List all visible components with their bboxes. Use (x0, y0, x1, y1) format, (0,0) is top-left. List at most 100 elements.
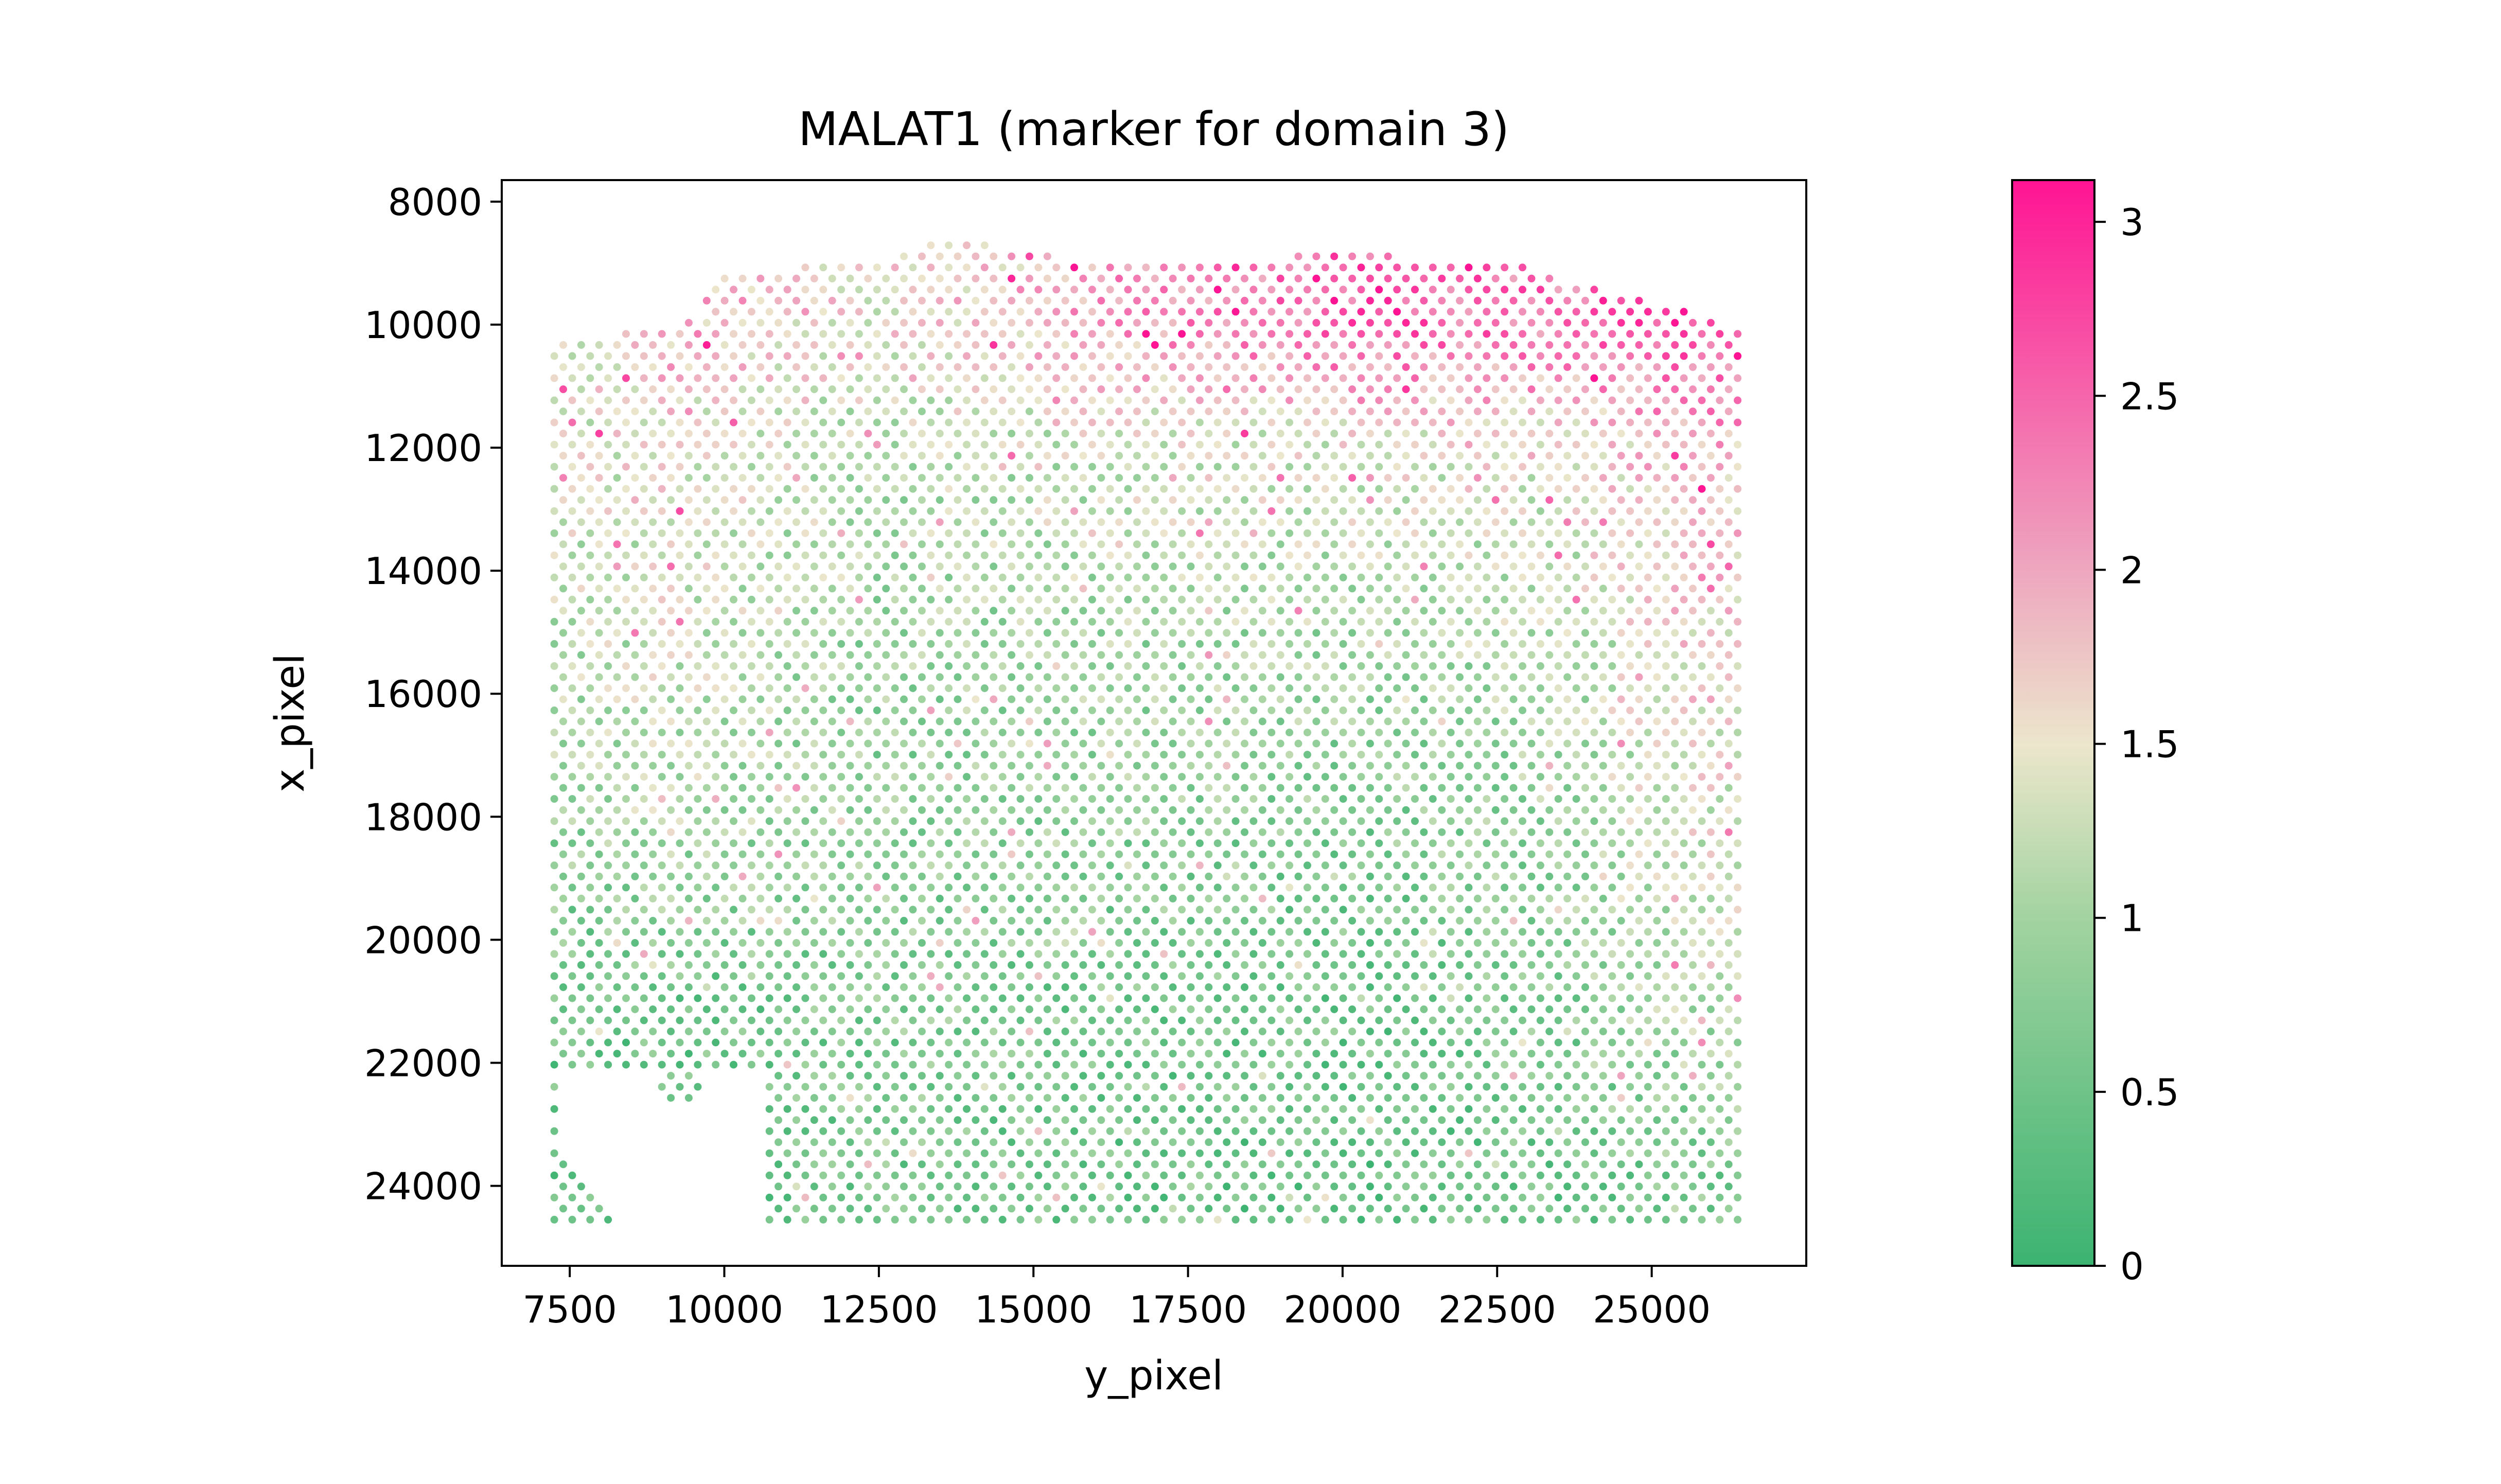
spot (1411, 529, 1419, 537)
spot (1070, 1171, 1078, 1179)
spot (783, 640, 791, 648)
spot (1644, 1171, 1652, 1179)
spot (936, 1138, 944, 1146)
spot (1662, 1105, 1670, 1113)
spot (1724, 916, 1733, 925)
spot (1008, 961, 1016, 969)
spot (882, 717, 890, 726)
spot (873, 507, 881, 515)
spot (1276, 717, 1284, 726)
spot (998, 617, 1007, 626)
spot (1563, 1116, 1572, 1124)
spot (1608, 1193, 1616, 1202)
spot (1554, 1171, 1562, 1179)
spot (873, 950, 881, 958)
spot (1267, 1193, 1276, 1202)
spot (1519, 463, 1526, 471)
spot (667, 540, 675, 549)
spot (1312, 518, 1320, 526)
spot (1052, 1061, 1061, 1069)
spot (1438, 562, 1446, 571)
spot (1276, 496, 1284, 504)
spot (1483, 1061, 1491, 1069)
spot (801, 1061, 809, 1069)
spot (1187, 1116, 1195, 1124)
spot (730, 906, 737, 914)
spot (1689, 850, 1697, 858)
spot (1366, 1050, 1374, 1058)
spot (1205, 961, 1213, 969)
spot (891, 1061, 899, 1069)
spot (900, 452, 908, 460)
spot (1501, 617, 1509, 626)
spot (1205, 629, 1213, 637)
spot (1213, 884, 1222, 892)
spot (1115, 673, 1123, 681)
spot (1070, 884, 1078, 892)
spot (1151, 939, 1159, 947)
spot (649, 452, 657, 460)
spot (1187, 762, 1195, 770)
spot (1160, 595, 1168, 604)
spot (1527, 540, 1536, 549)
spot (720, 983, 729, 991)
spot (1366, 806, 1374, 814)
spot (1052, 1016, 1061, 1024)
spot (1304, 1083, 1311, 1091)
spot (1008, 607, 1016, 615)
spot (980, 1105, 989, 1113)
spot (1330, 518, 1338, 526)
spot (649, 585, 657, 593)
spot (1689, 585, 1697, 593)
spot (559, 430, 567, 437)
spot (963, 906, 971, 914)
spot (1213, 617, 1222, 626)
spot (1429, 1127, 1437, 1135)
spot (640, 928, 648, 936)
spot (1025, 452, 1033, 460)
spot (1052, 1215, 1061, 1224)
spot (1034, 817, 1043, 825)
spot (1689, 739, 1697, 748)
spot (1276, 961, 1284, 969)
spot (1375, 529, 1383, 537)
spot (1097, 430, 1105, 437)
spot (747, 507, 755, 515)
spot (1411, 839, 1419, 847)
spot (855, 507, 863, 515)
spot (837, 396, 846, 404)
spot (936, 518, 944, 526)
spot (1088, 950, 1096, 958)
spot (631, 695, 639, 703)
spot (1438, 607, 1446, 615)
spot (936, 961, 944, 969)
spot (1088, 662, 1096, 670)
spot (720, 916, 729, 925)
spot (909, 729, 917, 736)
spot (1599, 1182, 1607, 1191)
spot (712, 928, 720, 936)
spot (586, 684, 594, 692)
spot (649, 983, 657, 991)
spot (1008, 585, 1016, 593)
spot (1483, 1149, 1491, 1157)
spot (1034, 706, 1043, 714)
spot (1034, 1105, 1043, 1113)
spot (1070, 551, 1078, 559)
spot (1456, 894, 1464, 903)
spot (1509, 562, 1518, 571)
spot (801, 795, 809, 803)
spot (819, 795, 827, 803)
spot (1680, 529, 1688, 537)
spot (1258, 1116, 1266, 1124)
spot (730, 729, 737, 736)
spot (1599, 961, 1607, 969)
spot (1258, 562, 1266, 571)
spot (1465, 1083, 1473, 1091)
spot (1348, 540, 1357, 549)
spot (963, 795, 971, 803)
spot (837, 928, 846, 936)
spot (1635, 474, 1643, 482)
spot (1195, 1149, 1204, 1157)
spot (1411, 884, 1419, 892)
